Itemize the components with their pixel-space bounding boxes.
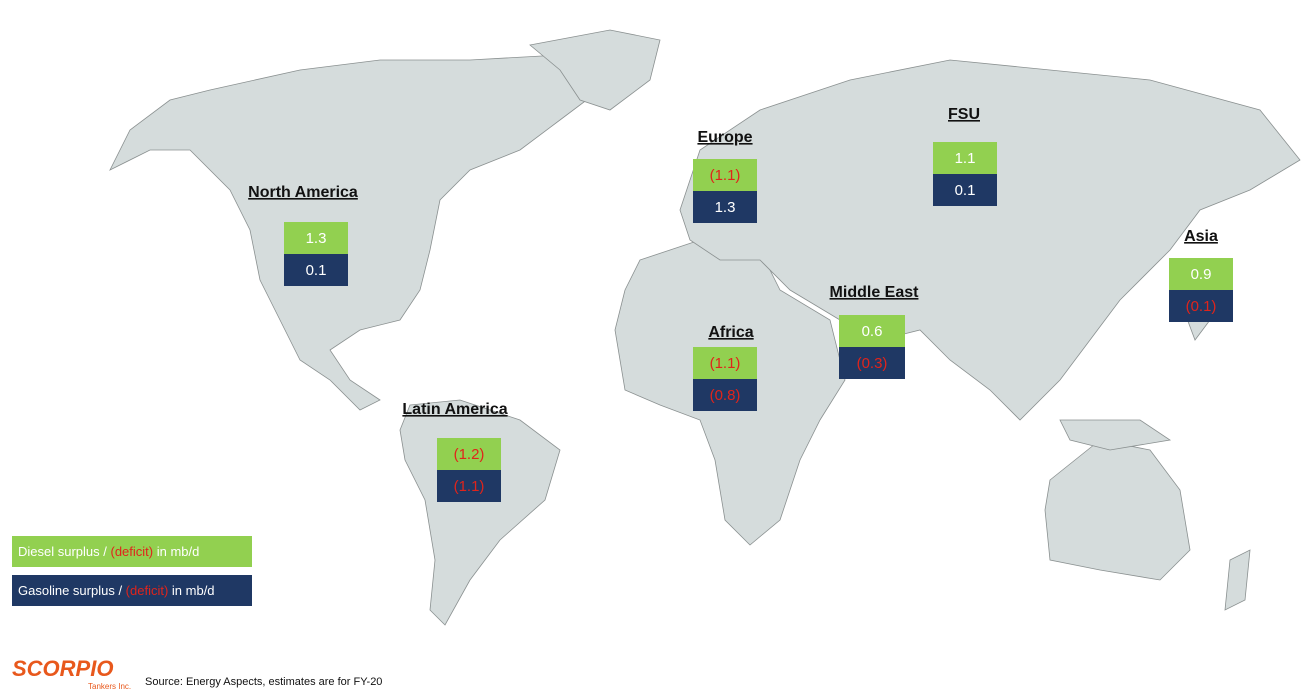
region: North America 1.3 0.1 <box>248 184 358 286</box>
region-name: Asia <box>1184 228 1218 245</box>
region-name: Africa <box>708 324 753 341</box>
diesel-value: 1.1 <box>955 150 976 167</box>
legend-prefix: Diesel surplus / <box>18 544 110 559</box>
landmass <box>109 29 1301 626</box>
gasoline-value: (0.8) <box>710 387 741 404</box>
gasoline-box <box>933 174 997 206</box>
legend-box <box>12 575 252 606</box>
legend-text: Gasoline surplus / (deficit) in mb/d <box>18 583 215 598</box>
legend-box <box>12 536 252 567</box>
region: Europe (1.1) 1.3 <box>693 129 757 223</box>
legend-suffix: in mb/d <box>153 544 199 559</box>
region-name: FSU <box>948 106 980 123</box>
region: Middle East 0.6 (0.3) <box>830 284 920 379</box>
diesel-value: 1.3 <box>306 230 327 247</box>
region-name: Europe <box>697 129 752 146</box>
gasoline-value: (0.3) <box>857 355 888 372</box>
gasoline-box <box>437 470 501 502</box>
gasoline-value: (1.1) <box>454 478 485 495</box>
region: Africa (1.1) (0.8) <box>693 324 757 411</box>
diesel-box <box>1169 258 1233 290</box>
source: Source: Energy Aspects, estimates are fo… <box>145 676 382 688</box>
region-name: North America <box>248 184 358 201</box>
gasoline-value: 0.1 <box>306 262 327 279</box>
logo: SCORPIO Tankers Inc. <box>12 656 131 691</box>
diesel-value: (1.2) <box>454 446 485 463</box>
legend-item: Diesel surplus / (deficit) in mb/d <box>12 536 252 567</box>
legend-deficit: (deficit) <box>126 583 169 598</box>
gasoline-box <box>693 191 757 223</box>
legend-item: Gasoline surplus / (deficit) in mb/d <box>12 575 252 606</box>
diesel-box <box>284 222 348 254</box>
gasoline-box <box>284 254 348 286</box>
region: Latin America (1.2) (1.1) <box>402 401 508 502</box>
gasoline-box <box>1169 290 1233 322</box>
diesel-value: (1.1) <box>710 167 741 184</box>
gasoline-value: 1.3 <box>715 199 736 216</box>
diesel-box <box>693 159 757 191</box>
region-name: Latin America <box>402 401 507 418</box>
diesel-box <box>693 347 757 379</box>
legend-prefix: Gasoline surplus / <box>18 583 126 598</box>
gasoline-box <box>839 347 905 379</box>
region: FSU 1.1 0.1 <box>933 106 997 206</box>
diesel-box <box>437 438 501 470</box>
legend-suffix: in mb/d <box>168 583 214 598</box>
gasoline-box <box>693 379 757 411</box>
logo-name: SCORPIO <box>12 656 113 681</box>
diesel-value: 0.6 <box>862 323 883 340</box>
diesel-value: 0.9 <box>1191 266 1212 283</box>
legend-deficit: (deficit) <box>110 544 153 559</box>
region-name: Middle East <box>830 284 920 301</box>
gasoline-value: (0.1) <box>1186 298 1217 315</box>
gasoline-value: 0.1 <box>955 182 976 199</box>
diesel-value: (1.1) <box>710 355 741 372</box>
legend-text: Diesel surplus / (deficit) in mb/d <box>18 544 199 559</box>
diesel-box <box>839 315 905 347</box>
diesel-box <box>933 142 997 174</box>
logo-subtitle: Tankers Inc. <box>88 682 131 691</box>
region: Asia 0.9 (0.1) <box>1169 228 1233 322</box>
